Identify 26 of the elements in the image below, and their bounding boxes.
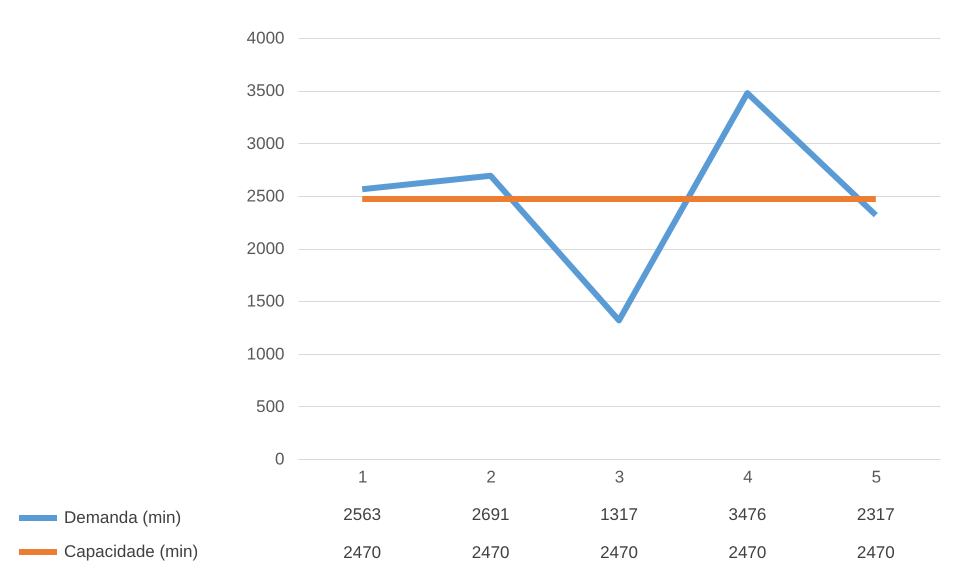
y-tick-label: 4000	[246, 28, 284, 48]
data-label: 1317	[600, 505, 638, 524]
legend-label: Demanda (min)	[64, 508, 182, 527]
y-tick-label: 1000	[246, 344, 284, 364]
data-label: 2470	[472, 543, 510, 562]
x-tick-label: 3	[614, 468, 624, 486]
x-tick-label: 4	[743, 468, 753, 486]
data-label: 2691	[472, 505, 510, 524]
x-tick-label: 2	[486, 468, 496, 486]
y-tick-label: 3000	[246, 134, 284, 153]
data-label: 2563	[343, 505, 382, 524]
y-tick-label: 2500	[246, 186, 284, 206]
x-tick-label: 5	[872, 468, 882, 486]
y-tick-label: 500	[256, 396, 284, 416]
data-label: 3476	[728, 505, 766, 524]
data-label: 2470	[343, 543, 382, 562]
data-label: 2470	[600, 543, 638, 562]
data-label: 2470	[728, 543, 766, 562]
data-label: 2317	[856, 505, 895, 524]
data-label: 2470	[856, 543, 895, 562]
y-tick-label: 1500	[246, 292, 284, 311]
x-tick-label: 1	[358, 468, 368, 486]
legend-label: Capacidade (min)	[64, 542, 198, 561]
y-tick-label: 0	[275, 450, 284, 468]
y-tick-label: 2000	[246, 239, 284, 258]
y-tick-label: 3500	[246, 81, 284, 100]
